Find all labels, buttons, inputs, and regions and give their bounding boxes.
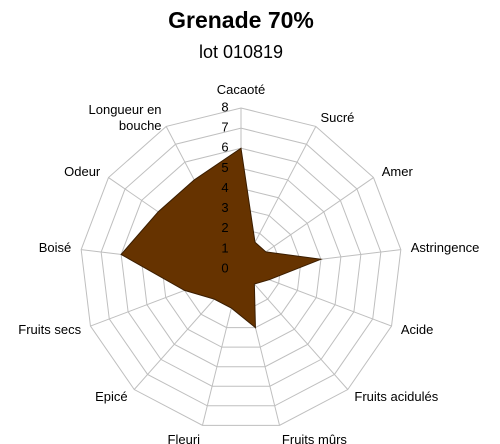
spoke	[240, 268, 349, 390]
category-label: Astringence	[410, 240, 480, 256]
r-tick-label: 1	[221, 240, 228, 255]
grid-ring	[120, 147, 362, 387]
r-tick-label: 2	[221, 220, 228, 235]
grid-ring	[100, 127, 382, 407]
r-tick-label: 5	[221, 160, 228, 175]
category-label: Sucré	[320, 109, 355, 125]
data-area	[120, 147, 323, 329]
category-label: Cacaoté	[216, 82, 266, 97]
category-label: Fruits acidulés	[354, 388, 439, 404]
r-tick-label: 0	[221, 260, 228, 275]
r-tick-label: 4	[221, 180, 228, 195]
category-label: Fruits mûrs	[281, 431, 347, 444]
category-label: Acide	[400, 321, 434, 337]
r-tick-label: 7	[221, 120, 228, 135]
category-label: Amer	[381, 163, 413, 179]
category-label: Fleuri	[167, 431, 201, 444]
r-tick-label: 3	[221, 200, 228, 215]
chart-title: Grenade 70%	[168, 7, 314, 33]
r-tick-label: 6	[221, 140, 228, 155]
chart-subtitle: lot 010819	[199, 42, 283, 62]
r-tick-label: 8	[221, 99, 228, 114]
category-label: Odeur	[64, 163, 101, 179]
category-label: Boisé	[38, 240, 72, 256]
category-label: Fruits secs	[18, 321, 82, 337]
category-label: Longueur en bouche	[88, 101, 162, 133]
grid-ring	[80, 107, 402, 426]
category-label: Epicé	[95, 388, 128, 404]
